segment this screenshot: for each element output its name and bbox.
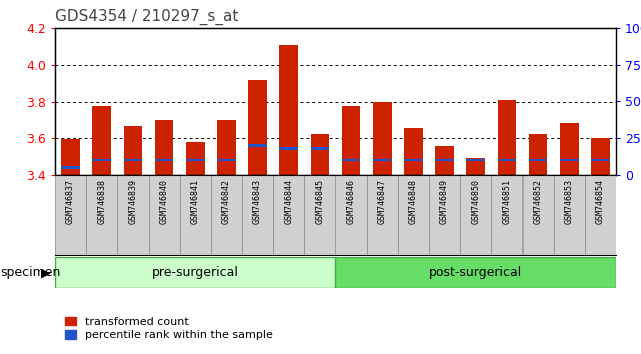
Text: GSM746837: GSM746837 <box>66 179 75 224</box>
Text: GSM746850: GSM746850 <box>471 179 480 224</box>
Bar <box>373 102 392 175</box>
Bar <box>311 134 329 175</box>
Text: GSM746846: GSM746846 <box>347 179 356 224</box>
Text: GSM746848: GSM746848 <box>409 179 418 224</box>
Bar <box>179 175 211 255</box>
Bar <box>467 159 485 161</box>
Bar <box>529 134 547 175</box>
Bar <box>86 175 117 255</box>
Text: post-surgerical: post-surgerical <box>429 266 522 279</box>
Text: GSM746854: GSM746854 <box>596 179 605 224</box>
Bar <box>217 159 236 161</box>
Bar <box>217 120 236 175</box>
Bar <box>342 159 360 161</box>
Bar <box>311 147 329 150</box>
Bar <box>554 175 585 255</box>
Bar <box>367 175 398 255</box>
Text: GSM746853: GSM746853 <box>565 179 574 224</box>
Bar <box>497 159 516 161</box>
Bar <box>211 175 242 255</box>
Text: GSM746843: GSM746843 <box>253 179 262 224</box>
Bar <box>560 159 579 161</box>
Bar <box>342 106 360 175</box>
Text: GSM746838: GSM746838 <box>97 179 106 224</box>
Text: specimen: specimen <box>1 266 61 279</box>
Bar <box>186 159 204 161</box>
Text: GSM746852: GSM746852 <box>533 179 542 224</box>
Text: ▶: ▶ <box>40 266 50 279</box>
Bar <box>273 175 304 255</box>
Bar <box>429 175 460 255</box>
Bar <box>467 159 485 175</box>
Bar <box>497 100 516 175</box>
Bar <box>248 80 267 175</box>
Text: GSM746849: GSM746849 <box>440 179 449 224</box>
Bar <box>404 159 423 161</box>
Text: GSM746840: GSM746840 <box>160 179 169 224</box>
Bar <box>62 166 80 169</box>
Text: pre-surgerical: pre-surgerical <box>152 266 238 279</box>
Text: GSM746851: GSM746851 <box>503 179 512 224</box>
Bar <box>62 139 80 175</box>
Bar <box>279 45 298 175</box>
Bar <box>248 144 267 147</box>
Bar <box>242 175 273 255</box>
Bar <box>335 175 367 255</box>
Text: GSM746839: GSM746839 <box>128 179 137 224</box>
Bar <box>154 159 174 161</box>
Bar <box>398 175 429 255</box>
Bar <box>460 175 492 255</box>
Text: GSM746841: GSM746841 <box>191 179 200 224</box>
Bar <box>92 159 111 161</box>
Bar <box>335 257 616 288</box>
Bar <box>55 257 335 288</box>
Bar <box>435 145 454 175</box>
Bar <box>117 175 149 255</box>
Bar <box>591 138 610 175</box>
Bar <box>149 175 179 255</box>
Text: GDS4354 / 210297_s_at: GDS4354 / 210297_s_at <box>55 9 238 25</box>
Bar <box>154 120 174 175</box>
Bar <box>492 175 522 255</box>
Bar <box>435 159 454 161</box>
Bar <box>373 159 392 161</box>
Bar <box>124 159 142 161</box>
Text: GSM746847: GSM746847 <box>378 179 387 224</box>
Bar <box>92 106 111 175</box>
Text: GSM746844: GSM746844 <box>284 179 293 224</box>
Bar <box>279 147 298 150</box>
Bar <box>585 175 616 255</box>
Text: GSM746845: GSM746845 <box>315 179 324 224</box>
Bar <box>529 159 547 161</box>
Text: GSM746842: GSM746842 <box>222 179 231 224</box>
Bar <box>186 142 204 175</box>
Bar <box>124 126 142 175</box>
Bar <box>304 175 335 255</box>
Bar <box>522 175 554 255</box>
Bar <box>55 175 86 255</box>
Bar <box>591 159 610 161</box>
Legend: transformed count, percentile rank within the sample: transformed count, percentile rank withi… <box>60 313 278 345</box>
Bar <box>560 122 579 175</box>
Bar <box>404 128 423 175</box>
